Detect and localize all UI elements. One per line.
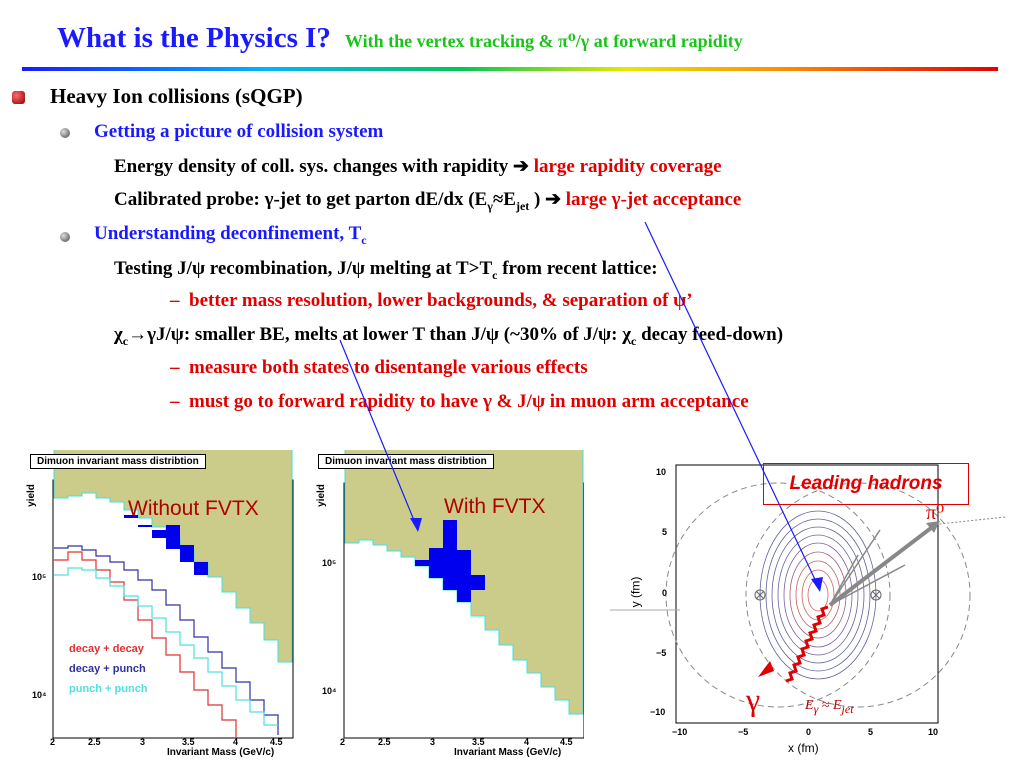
x-tick: 2	[340, 737, 346, 747]
y-tick: −10	[650, 707, 666, 717]
bullet-icon	[12, 91, 25, 104]
bullet-collision-picture: Getting a picture of collision system	[94, 121, 384, 142]
x-tick: 0	[806, 727, 812, 737]
sub-bullet-icon	[60, 232, 70, 242]
leading-hadrons-badge: Leading hadrons	[763, 463, 969, 505]
x-tick: 3.5	[472, 737, 485, 747]
x-tick: 4	[524, 737, 530, 747]
dash-marker: –	[170, 391, 180, 412]
plot-header: Dimuon invariant mass distribtion	[318, 454, 494, 469]
title-main: What is the Physics I?	[57, 22, 331, 54]
x-tick: 4.5	[560, 737, 573, 747]
sub-bullet-icon	[60, 128, 70, 138]
line-measure-both: – measure both states to disentangle var…	[170, 357, 588, 378]
y-tick: 0	[662, 588, 668, 598]
x-axis-label: Invariant Mass (GeV/c)	[167, 747, 275, 758]
x-tick: −5	[738, 727, 749, 737]
pi0-label: π⁰	[926, 502, 945, 524]
x-tick: −10	[672, 727, 688, 737]
y-axis-label: yield	[25, 484, 37, 507]
title-subtitle: With the vertex tracking & π⁰/γ at forwa…	[344, 31, 743, 51]
right-arrow-icon: ➔	[545, 189, 562, 210]
x-tick: 3	[430, 737, 436, 747]
y-axis-label: y (fm)	[628, 576, 643, 608]
title-rule	[22, 67, 998, 71]
x-tick: 3.5	[182, 737, 195, 747]
histogram-without-fvtx	[52, 450, 294, 739]
line-forward-rapidity: – must go to forward rapidity to have γ …	[170, 391, 749, 412]
x-tick: 5	[868, 727, 874, 737]
bullet-deconfinement: Understanding deconfinement, Tc	[94, 223, 367, 247]
y-tick: 10	[656, 467, 667, 477]
x-tick: 10	[928, 727, 939, 737]
line-testing-jpsi: Testing J/ψ recombination, J/ψ melting a…	[114, 258, 658, 282]
plot-header: Dimuon invariant mass distribtion	[30, 454, 206, 469]
line-energy-density: Energy density of coll. sys. changes wit…	[114, 156, 722, 177]
bullet-heavy-ion: Heavy Ion collisions (sQGP)	[50, 84, 303, 108]
right-arrow-icon: ➔	[513, 156, 529, 177]
y-axis-label: yield	[315, 484, 327, 507]
y-tick: 10⁵	[322, 558, 337, 568]
dash-marker: –	[170, 290, 180, 311]
x-tick: 4.5	[270, 737, 283, 747]
line-mass-resolution: – better mass resolution, lower backgrou…	[170, 290, 693, 311]
y-tick: 10⁵	[32, 572, 47, 582]
line-calibrated-probe: Calibrated probe: γ-jet to get parton dE…	[114, 189, 742, 213]
slide-title: What is the Physics I? With the vertex t…	[57, 22, 743, 55]
dash-marker: –	[170, 357, 180, 378]
x-tick: 4	[233, 737, 239, 747]
plot-label-with-fvtx: With FVTX	[444, 495, 546, 518]
legend-decay-decay: decay + decay	[69, 643, 144, 655]
energy-relation: Eγ ≈ Ejet	[805, 698, 854, 716]
x-axis-label: Invariant Mass (GeV/c)	[454, 747, 562, 758]
y-tick: 10⁴	[322, 686, 337, 696]
line-chi-c: χc→γJ/ψ: smaller BE, melts at lower T th…	[114, 324, 784, 348]
legend-decay-punch: decay + punch	[69, 663, 146, 675]
x-tick: 2.5	[378, 737, 391, 747]
y-tick: −5	[656, 648, 667, 658]
plot-label-without-fvtx: Without FVTX	[128, 497, 259, 520]
x-tick: 3	[140, 737, 146, 747]
y-tick: 10⁴	[32, 690, 47, 700]
y-tick: 5	[662, 527, 668, 537]
x-tick: 2	[50, 737, 56, 747]
gamma-label: γ	[746, 681, 761, 717]
x-tick: 2.5	[88, 737, 101, 747]
plot-without-fvtx: Dimuon invariant mass distribtion Withou…	[22, 450, 302, 762]
plot-with-fvtx: Dimuon invariant mass distribtion With F…	[314, 450, 584, 762]
x-axis-label: x (fm)	[788, 741, 819, 755]
legend-punch-punch: punch + punch	[69, 683, 148, 695]
